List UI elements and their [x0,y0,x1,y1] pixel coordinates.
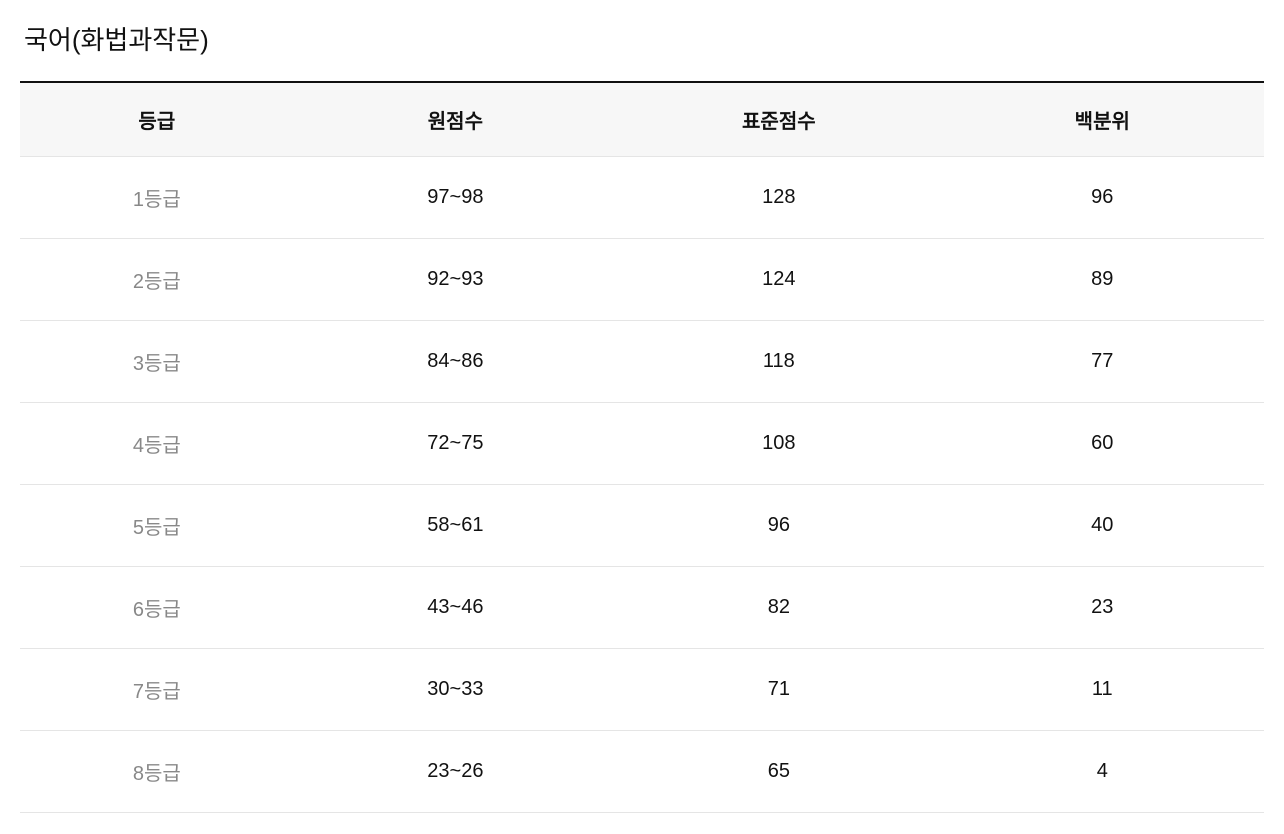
cell-grade: 6등급 [20,567,294,649]
cell-raw-score: 92~93 [294,239,617,321]
cell-percentile: 40 [941,485,1264,567]
cell-raw-score: 23~26 [294,731,617,813]
col-header-grade: 등급 [20,82,294,157]
table-row: 1등급 97~98 128 96 [20,157,1264,239]
cell-raw-score: 84~86 [294,321,617,403]
cell-raw-score: 30~33 [294,649,617,731]
cell-grade: 8등급 [20,731,294,813]
cell-percentile: 89 [941,239,1264,321]
cell-raw-score: 72~75 [294,403,617,485]
cell-grade: 4등급 [20,403,294,485]
cell-standard-score: 118 [617,321,940,403]
cell-grade: 1등급 [20,157,294,239]
page-title: 국어(화법과작문) [20,20,1264,57]
cell-percentile: 11 [941,649,1264,731]
cell-standard-score: 108 [617,403,940,485]
cell-standard-score: 96 [617,485,940,567]
cell-percentile: 96 [941,157,1264,239]
col-header-percentile: 백분위 [941,82,1264,157]
cell-percentile: 77 [941,321,1264,403]
cell-grade: 2등급 [20,239,294,321]
cell-raw-score: 97~98 [294,157,617,239]
cell-standard-score: 128 [617,157,940,239]
table-row: 2등급 92~93 124 89 [20,239,1264,321]
cell-percentile: 60 [941,403,1264,485]
table-row: 5등급 58~61 96 40 [20,485,1264,567]
table-row: 7등급 30~33 71 11 [20,649,1264,731]
table-row: 4등급 72~75 108 60 [20,403,1264,485]
table-row: 6등급 43~46 82 23 [20,567,1264,649]
cell-grade: 7등급 [20,649,294,731]
table-row: 8등급 23~26 65 4 [20,731,1264,813]
cell-standard-score: 124 [617,239,940,321]
cell-raw-score: 43~46 [294,567,617,649]
cell-grade: 3등급 [20,321,294,403]
grade-table: 등급 원점수 표준점수 백분위 1등급 97~98 128 96 2등급 92~… [20,81,1264,813]
table-header-row: 등급 원점수 표준점수 백분위 [20,82,1264,157]
cell-standard-score: 65 [617,731,940,813]
table-row: 3등급 84~86 118 77 [20,321,1264,403]
col-header-raw-score: 원점수 [294,82,617,157]
cell-percentile: 4 [941,731,1264,813]
cell-percentile: 23 [941,567,1264,649]
cell-grade: 5등급 [20,485,294,567]
cell-standard-score: 82 [617,567,940,649]
cell-standard-score: 71 [617,649,940,731]
cell-raw-score: 58~61 [294,485,617,567]
col-header-standard-score: 표준점수 [617,82,940,157]
